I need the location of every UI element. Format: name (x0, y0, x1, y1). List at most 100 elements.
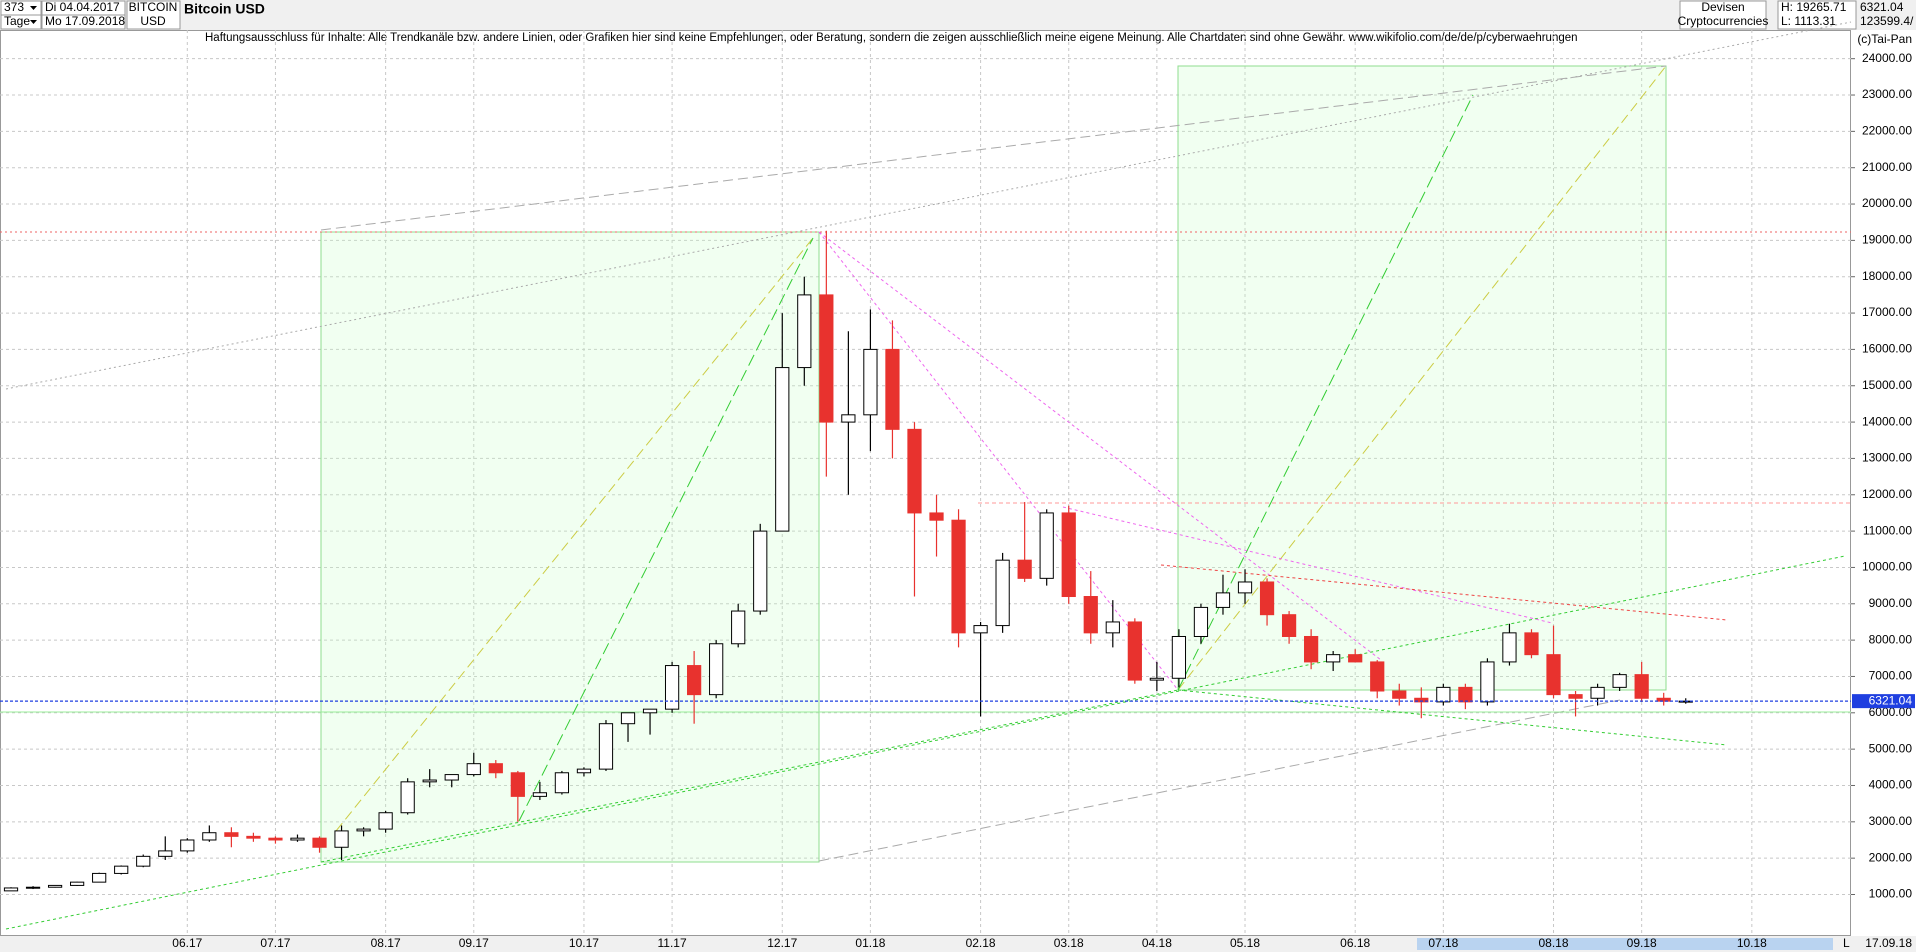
period-dropdown[interactable] (0, 14, 42, 30)
candle-body (1061, 512, 1076, 598)
footer-date: 17.09.18 (1865, 936, 1912, 950)
candle-body (356, 828, 371, 832)
end-date-box[interactable] (41, 14, 126, 30)
y-tick-label: 2000.00 (1869, 850, 1913, 864)
end-date: Mo 17.09.2018 (45, 14, 125, 28)
candle-body (797, 294, 812, 369)
volume: 123599.4/ (1860, 14, 1914, 28)
y-tick-label: 18000.00 (1862, 269, 1912, 283)
candle-body (378, 812, 393, 830)
candle-body (224, 832, 239, 837)
candle-body (1171, 635, 1187, 679)
candle-body (1656, 697, 1671, 702)
candle-body (1634, 674, 1649, 699)
y-tick-label: 15000.00 (1862, 378, 1912, 392)
candle-body (753, 530, 768, 612)
candle-body (1414, 697, 1429, 703)
currency: USD (140, 14, 166, 28)
low: L: 1113.31 (1781, 14, 1836, 28)
count: 373 (4, 0, 24, 14)
instrument-name: Bitcoin USD (184, 1, 265, 17)
candle-body (312, 837, 327, 848)
candle-body (731, 610, 746, 645)
candle-body (1105, 621, 1120, 634)
candle-body (841, 414, 856, 423)
candle-body (907, 428, 922, 514)
candle-body (973, 625, 988, 634)
candle-body (422, 779, 437, 783)
hilo-box (1777, 0, 1857, 30)
candle-body (1127, 621, 1142, 681)
x-tick-label: 01.18 (855, 936, 885, 950)
candle-body (1149, 677, 1164, 681)
candle-body (1370, 661, 1385, 692)
period: Tage (4, 14, 30, 28)
candle-body (1546, 654, 1561, 696)
candle-body (863, 348, 878, 416)
candle-body (1237, 581, 1253, 594)
x-tick-label: 08.17 (371, 936, 401, 950)
candle-body (290, 837, 305, 841)
candle-body (334, 830, 349, 848)
candle-body (1436, 686, 1451, 703)
x-tick-label: 06.18 (1340, 936, 1370, 950)
x-tick-label: 09.17 (459, 936, 489, 950)
candle-body (70, 881, 85, 886)
candle-body (775, 367, 790, 532)
trend-line (5, 555, 1846, 930)
candle-body (136, 855, 151, 867)
x-tick-label: 07.18 (1428, 936, 1458, 950)
trend-line (818, 231, 1382, 661)
y-tick-label: 8000.00 (1869, 632, 1913, 646)
candle-body (1480, 661, 1495, 703)
axes: 1000.00 2000.00 3000.00 4000.00 5000.00 6000.… (0, 51, 1915, 901)
y-tick-label: 17000.00 (1862, 305, 1912, 319)
dropdown-arrow (30, 6, 37, 10)
candle-body (1568, 694, 1583, 699)
candle-body (532, 792, 547, 797)
candle-body (664, 665, 680, 710)
start-date: Di 04.04.2017 (45, 0, 120, 14)
last-price-box (1852, 694, 1915, 709)
footer-l: L (1843, 936, 1850, 950)
dropdown-arrow (30, 20, 37, 24)
candle-body (1083, 596, 1098, 634)
candle-body (885, 348, 900, 430)
x-tick-label: 07.17 (260, 936, 290, 950)
scroll-thumb[interactable] (1417, 938, 1833, 950)
market-box (1679, 0, 1767, 30)
y-tick-label: 12000.00 (1862, 487, 1912, 501)
candle-body (158, 850, 173, 857)
candle-body (1304, 635, 1319, 663)
candle-body (1590, 686, 1605, 699)
market: Devisen (1701, 0, 1744, 14)
candle-body (1326, 654, 1341, 663)
y-tick-label: 5000.00 (1869, 741, 1913, 755)
candle-body (400, 781, 415, 814)
candle-body (47, 884, 63, 888)
disclaimer: Haftungsausschluss für Inhalte: Alle Tre… (205, 32, 1578, 44)
candle-body (246, 835, 261, 839)
candle-body (202, 832, 217, 841)
high: H: 19265.71 (1781, 0, 1847, 14)
x-tick-label: 03.18 (1054, 936, 1084, 950)
candle-body (1039, 512, 1054, 579)
candle-body (598, 723, 614, 770)
trend-line (1160, 564, 1728, 621)
candle-body (620, 712, 636, 725)
candle-body (92, 872, 107, 883)
candle-body (114, 865, 129, 874)
x-tick-label: 05.18 (1230, 936, 1260, 950)
y-tick-label: 11000.00 (1863, 523, 1912, 537)
candle-body (1612, 674, 1627, 688)
header-bar (0, 0, 1916, 30)
trend-line (818, 231, 1179, 691)
last-price-label: 6321.04 (1869, 693, 1913, 707)
y-tick-label: 24000.00 (1862, 51, 1912, 65)
x-tick-label: 02.18 (966, 936, 996, 950)
x-tick-label: 04.18 (1142, 936, 1172, 950)
y-tick-label: 4000.00 (1869, 778, 1913, 792)
y-tick-label: 7000.00 (1869, 669, 1913, 683)
group: Cryptocurrencies (1678, 14, 1769, 28)
